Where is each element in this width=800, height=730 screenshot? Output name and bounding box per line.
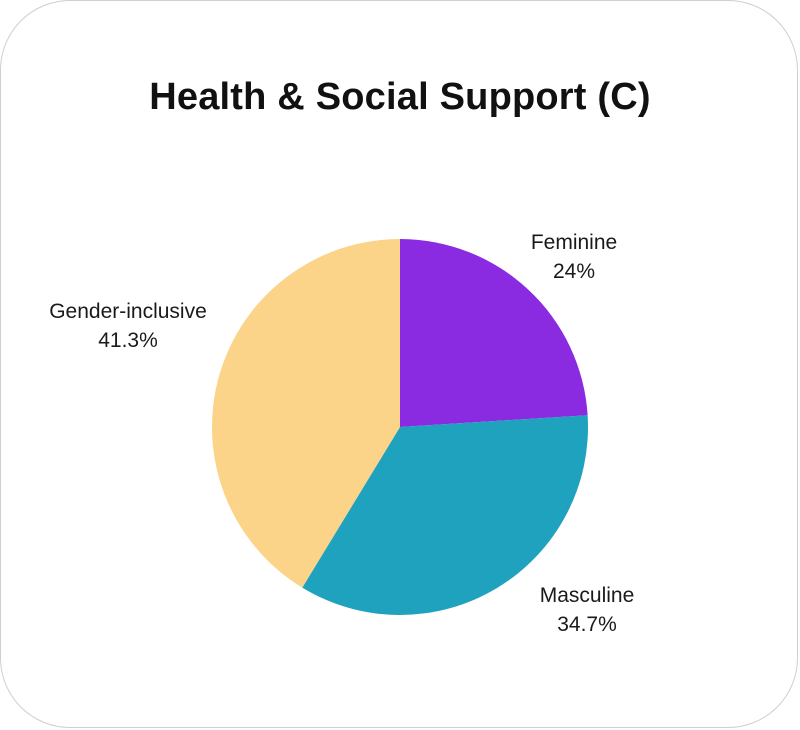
slice-name: Feminine — [530, 231, 618, 254]
slice-value: 24% — [552, 260, 596, 283]
slice-value: 41.3% — [98, 329, 158, 352]
slice-name: Gender-inclusive — [49, 300, 207, 323]
pie-slice-feminine — [400, 239, 588, 427]
slice-label-feminine: Feminine 24% — [464, 228, 684, 286]
slice-name: Masculine — [539, 584, 635, 607]
slice-label-gender-inclusive: Gender-inclusive 41.3% — [18, 297, 238, 355]
chart-title: Health & Social Support (C) — [149, 76, 651, 118]
pie-slices — [211, 239, 588, 615]
pie-slice-masculine — [302, 415, 588, 615]
pie-slice-gender-inclusive — [211, 239, 400, 588]
slice-label-masculine: Masculine 34.7% — [477, 581, 697, 639]
slice-value: 34.7% — [557, 613, 617, 636]
